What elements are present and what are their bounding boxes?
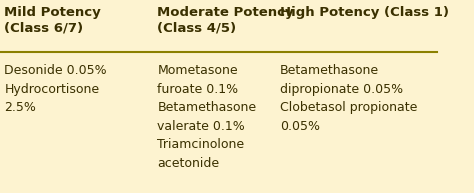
Text: Mild Potency
(Class 6/7): Mild Potency (Class 6/7) (4, 6, 101, 35)
Text: Mometasone
furoate 0.1%
Betamethasone
valerate 0.1%
Triamcinolone
acetonide: Mometasone furoate 0.1% Betamethasone va… (157, 64, 256, 170)
Text: Betamethasone
dipropionate 0.05%
Clobetasol propionate
0.05%: Betamethasone dipropionate 0.05% Clobeta… (280, 64, 417, 133)
Text: High Potency (Class 1): High Potency (Class 1) (280, 6, 449, 19)
Text: Moderate Potency
(Class 4/5): Moderate Potency (Class 4/5) (157, 6, 294, 35)
Text: Desonide 0.05%
Hydrocortisone
2.5%: Desonide 0.05% Hydrocortisone 2.5% (4, 64, 107, 114)
